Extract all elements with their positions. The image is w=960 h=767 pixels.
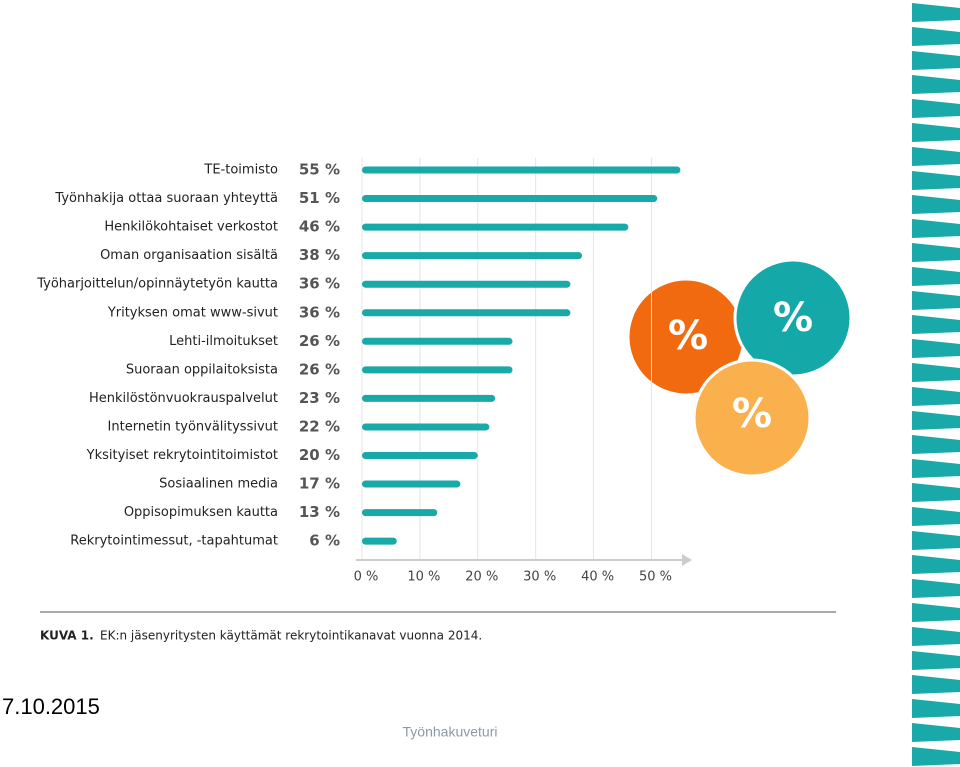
deco-triangle: [912, 171, 960, 190]
bar: [362, 280, 571, 288]
deco-triangle: [912, 195, 960, 214]
value-label: 20 %: [299, 446, 340, 464]
category-label: Henkilökohtaiset verkostot: [104, 220, 278, 235]
deco-triangle: [912, 267, 960, 286]
deco-triangle: [912, 699, 960, 718]
deco-triangle: [912, 483, 960, 502]
category-label: Työharjoittelun/opinnäytetyön kautta: [36, 277, 278, 292]
deco-triangle: [912, 459, 960, 478]
deco-triangle: [912, 411, 960, 430]
deco-triangle: [912, 435, 960, 454]
bar: [362, 452, 478, 459]
deco-triangle: [912, 555, 960, 574]
footer: Työnhakuveturi: [403, 724, 498, 740]
axis-arrow: [682, 554, 692, 566]
x-tick-label: 40 %: [581, 570, 614, 585]
deco-triangle: [912, 27, 960, 46]
deco-triangle: [912, 579, 960, 598]
deco-triangle: [912, 339, 960, 358]
badge-text: %: [732, 391, 772, 437]
deco-triangle: [912, 219, 960, 238]
category-label: Lehti-ilmoitukset: [169, 334, 278, 349]
deco-triangle: [912, 387, 960, 406]
bar: [362, 195, 658, 203]
deco-triangle: [912, 531, 960, 550]
category-label: TE-toimisto: [203, 163, 278, 178]
bar: [362, 509, 438, 517]
badge-text: %: [668, 313, 708, 359]
deco-triangle: [912, 651, 960, 670]
bar: [362, 537, 397, 545]
deco-triangle: [912, 51, 960, 70]
deco-triangle: [912, 75, 960, 94]
deco-triangle: [912, 603, 960, 622]
x-tick-label: 0 %: [354, 570, 379, 585]
value-label: 26 %: [299, 360, 340, 378]
value-label: 51 %: [299, 189, 340, 207]
deco-triangle: [912, 507, 960, 526]
category-label: Suoraan oppilaitoksista: [126, 362, 278, 377]
bar: [362, 423, 490, 431]
category-label: Internetin työnvälityssivut: [108, 419, 278, 434]
category-label: Yrityksen omat www-sivut: [107, 305, 278, 320]
deco-triangle: [912, 315, 960, 334]
value-label: 38 %: [299, 246, 340, 264]
bar: [362, 366, 513, 374]
deco-triangle: [912, 723, 960, 742]
badge-yellow: [692, 358, 812, 478]
date: 7.10.2015: [2, 694, 100, 719]
bar: [362, 223, 629, 231]
caption: EK:n jäsenyritysten käyttämät rekrytoint…: [100, 629, 482, 643]
category-label: Rekrytointimessut, -tapahtumat: [70, 534, 278, 549]
deco-triangle: [912, 627, 960, 646]
bar: [362, 252, 582, 260]
category-label: Sosiaalinen media: [159, 477, 278, 492]
decoration: [912, 3, 960, 766]
x-tick-label: 10 %: [407, 570, 440, 585]
value-label: 17 %: [299, 475, 340, 493]
category-label: Henkilöstönvuokrauspalvelut: [89, 391, 278, 406]
x-tick-label: 20 %: [465, 570, 498, 585]
bar: [362, 394, 496, 402]
bar: [362, 166, 681, 174]
deco-triangle: [912, 747, 960, 766]
caption-label: KUVA 1.: [40, 629, 94, 643]
deco-triangle: [912, 291, 960, 310]
deco-triangle: [912, 675, 960, 694]
bar: [362, 480, 461, 488]
value-label: 26 %: [299, 332, 340, 350]
deco-triangle: [912, 363, 960, 382]
bar: [362, 337, 513, 345]
value-label: 46 %: [299, 218, 340, 236]
value-label: 22 %: [299, 417, 340, 435]
deco-triangle: [912, 3, 960, 22]
category-label: Oman organisaation sisältä: [100, 248, 278, 263]
category-label: Työnhakija ottaa suoraan yhteyttä: [54, 191, 278, 206]
value-label: 36 %: [299, 303, 340, 321]
value-label: 55 %: [299, 161, 340, 179]
deco-triangle: [912, 123, 960, 142]
x-tick-label: 30 %: [523, 570, 556, 585]
value-label: 23 %: [299, 389, 340, 407]
x-tick-label: 50 %: [639, 570, 672, 585]
value-label: 36 %: [299, 275, 340, 293]
value-label: 13 %: [299, 503, 340, 521]
category-label: Yksityiset rekrytointitoimistot: [86, 448, 278, 463]
deco-triangle: [912, 147, 960, 166]
category-label: Oppisopimuksen kautta: [124, 505, 278, 520]
deco-triangle: [912, 243, 960, 262]
bar: [362, 309, 571, 317]
value-label: 6 %: [309, 532, 340, 550]
deco-triangle: [912, 99, 960, 118]
badge-text: %: [773, 295, 813, 341]
